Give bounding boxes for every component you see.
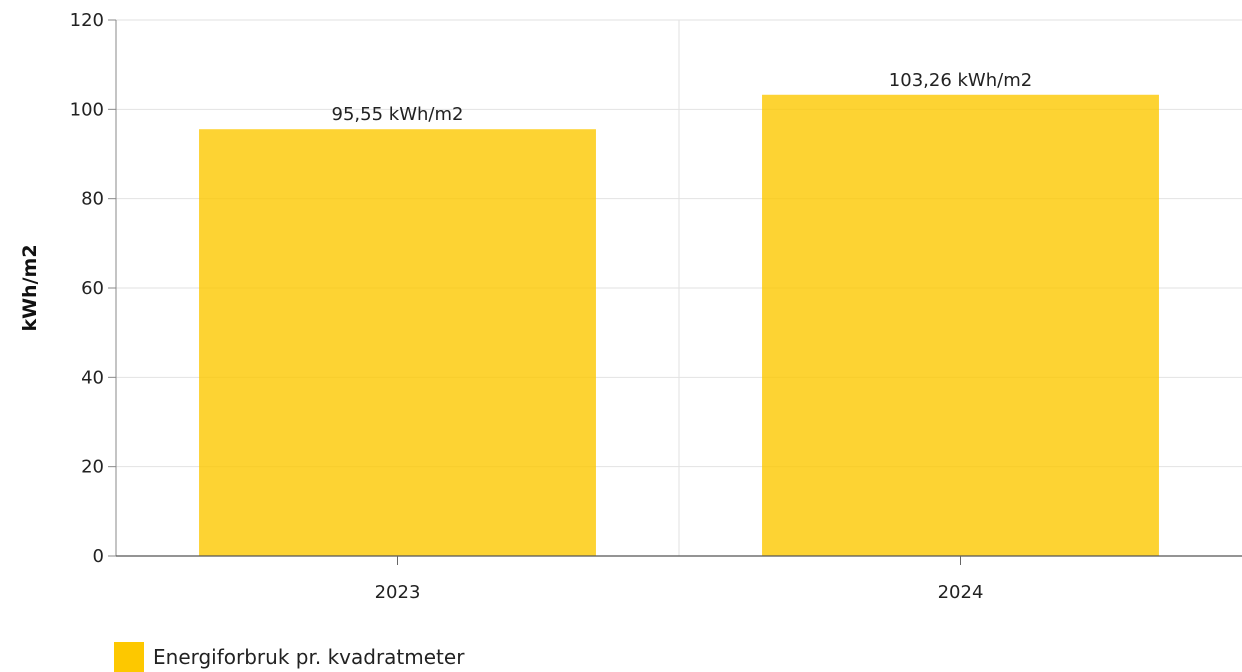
legend-label: Energiforbruk pr. kvadratmeter: [153, 645, 465, 669]
tick-labels: 0 20 40 60 80 100 120 2023 2024: [70, 10, 984, 603]
y-tick-label: 100: [70, 99, 104, 120]
y-tick-label: 80: [81, 189, 104, 210]
legend: Energiforbruk pr. kvadratmeter: [114, 642, 464, 672]
y-tick-label: 20: [81, 457, 104, 478]
x-tick-label: 2023: [375, 582, 421, 603]
legend-swatch: [114, 642, 144, 672]
y-tick-label: 40: [81, 367, 104, 388]
y-tick-label: 120: [70, 10, 104, 31]
y-tick-label: 60: [81, 278, 104, 299]
x-tick-label: 2024: [938, 582, 984, 603]
bar: [762, 94, 1159, 556]
bar-data-label: 95,55 kWh/m2: [332, 104, 464, 125]
bar: [199, 129, 596, 556]
y-axis-title: kWh/m2: [19, 244, 41, 331]
bar-data-label: 103,26 kWh/m2: [889, 70, 1032, 91]
y-tick-label: 0: [93, 546, 104, 567]
bars: 95,55 kWh/m2 103,26 kWh/m2: [199, 70, 1159, 556]
